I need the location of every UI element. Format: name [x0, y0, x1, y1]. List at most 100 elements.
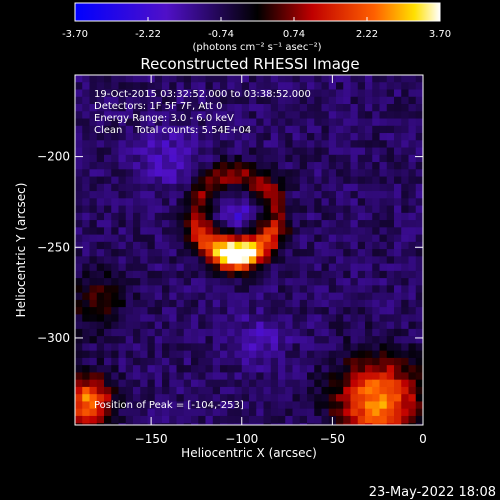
heatmap-cell [118, 212, 127, 221]
heatmap-cell [220, 111, 228, 120]
heatmap-cell [227, 220, 235, 228]
heatmap-cell [278, 343, 286, 352]
heatmap-cell [89, 89, 98, 98]
heatmap-cell [423, 336, 431, 344]
heatmap-cell [75, 343, 83, 352]
heatmap-cell [328, 147, 337, 156]
heatmap-cell [104, 205, 112, 214]
heatmap-cell [118, 89, 127, 98]
heatmap-cell [169, 104, 177, 112]
heatmap-cell [191, 89, 199, 98]
heatmap-cell [104, 154, 112, 163]
heatmap-cell [372, 183, 380, 192]
heatmap-cell [292, 176, 301, 185]
heatmap-cell [408, 357, 417, 366]
heatmap-cell [314, 249, 322, 257]
heatmap-cell [241, 147, 250, 156]
heatmap-cell [256, 328, 264, 337]
heatmap-cell [75, 415, 83, 424]
heatmap-cell [234, 183, 243, 192]
heatmap-cell [96, 299, 105, 308]
heatmap-cell [118, 278, 127, 286]
heatmap-cell [321, 423, 330, 425]
heatmap-cell [423, 148, 431, 156]
heatmap-cell [118, 162, 127, 170]
heatmap-cell [169, 169, 177, 178]
heatmap-cell [82, 154, 90, 163]
heatmap-cell [147, 133, 156, 141]
heatmap-cell [220, 256, 228, 265]
heatmap-cell [133, 336, 141, 344]
heatmap-cell [249, 343, 257, 352]
heatmap-cell [89, 147, 98, 156]
heatmap-cell [314, 140, 322, 149]
heatmap-cell [162, 191, 170, 199]
heatmap-cell [133, 343, 141, 352]
heatmap-cell [365, 241, 373, 250]
heatmap-cell [162, 104, 170, 112]
heatmap-cell [299, 379, 308, 388]
heatmap-cell [176, 125, 185, 134]
heatmap-cell [401, 220, 409, 228]
heatmap-cell [401, 278, 409, 286]
heatmap-cell [386, 241, 395, 250]
heatmap-cell [256, 263, 264, 272]
heatmap-cell [154, 96, 163, 105]
heatmap-cell [270, 198, 279, 207]
heatmap-cell [191, 249, 199, 257]
heatmap-cell [278, 183, 286, 192]
heatmap-cell [89, 169, 98, 178]
heatmap-cell [423, 220, 431, 228]
heatmap-cell [328, 198, 337, 207]
heatmap-cell [350, 227, 359, 236]
heatmap-cell [408, 82, 417, 91]
heatmap-cell [372, 162, 380, 170]
heatmap-cell [162, 401, 170, 410]
heatmap-cell [191, 321, 199, 330]
heatmap-cell [307, 241, 315, 250]
heatmap-cell [299, 205, 308, 214]
heatmap-cell [423, 82, 431, 90]
heatmap-cell [328, 220, 337, 228]
heatmap-cell [198, 75, 206, 83]
heatmap-cell [278, 299, 286, 308]
heatmap-cell [321, 285, 330, 294]
heatmap-cell [104, 430, 112, 438]
heatmap-cell [111, 176, 119, 185]
heatmap-cell [357, 386, 366, 395]
heatmap-cell [118, 394, 127, 402]
heatmap-cell [104, 386, 112, 395]
heatmap-cell [82, 234, 90, 243]
heatmap-cell [176, 343, 185, 352]
heatmap-cell [249, 292, 257, 301]
heatmap-cell [82, 299, 90, 308]
heatmap-cell [321, 372, 330, 381]
x-tick-label: −150 [135, 432, 168, 446]
heatmap-cell [285, 227, 293, 236]
heatmap-cell [328, 350, 337, 359]
heatmap-cell [343, 205, 351, 214]
heatmap-cell [212, 408, 221, 417]
heatmap-cell [263, 89, 272, 98]
heatmap-cell [111, 270, 119, 279]
heatmap-cell [183, 350, 192, 359]
heatmap-cell [365, 343, 373, 352]
heatmap-cell [198, 285, 206, 294]
heatmap-cell [82, 241, 90, 250]
heatmap-cell [415, 89, 423, 98]
heatmap-cell [307, 307, 315, 315]
heatmap-cell [408, 285, 417, 294]
heatmap-cell [314, 227, 322, 236]
heatmap-cell [394, 365, 402, 373]
heatmap-cell [256, 154, 264, 163]
heatmap-cell [379, 256, 388, 265]
heatmap-cell [292, 365, 301, 373]
heatmap-cell [350, 140, 359, 149]
heatmap-cell [140, 140, 148, 149]
colorbar-unit-label: (photons cm⁻² s⁻¹ asec⁻²) [192, 42, 321, 53]
heatmap-cell [140, 169, 148, 178]
y-axis-label: Heliocentric Y (arcsec) [14, 183, 28, 318]
heatmap-cell [285, 220, 293, 228]
heatmap-cell [191, 263, 199, 272]
heatmap-cell [234, 365, 243, 373]
